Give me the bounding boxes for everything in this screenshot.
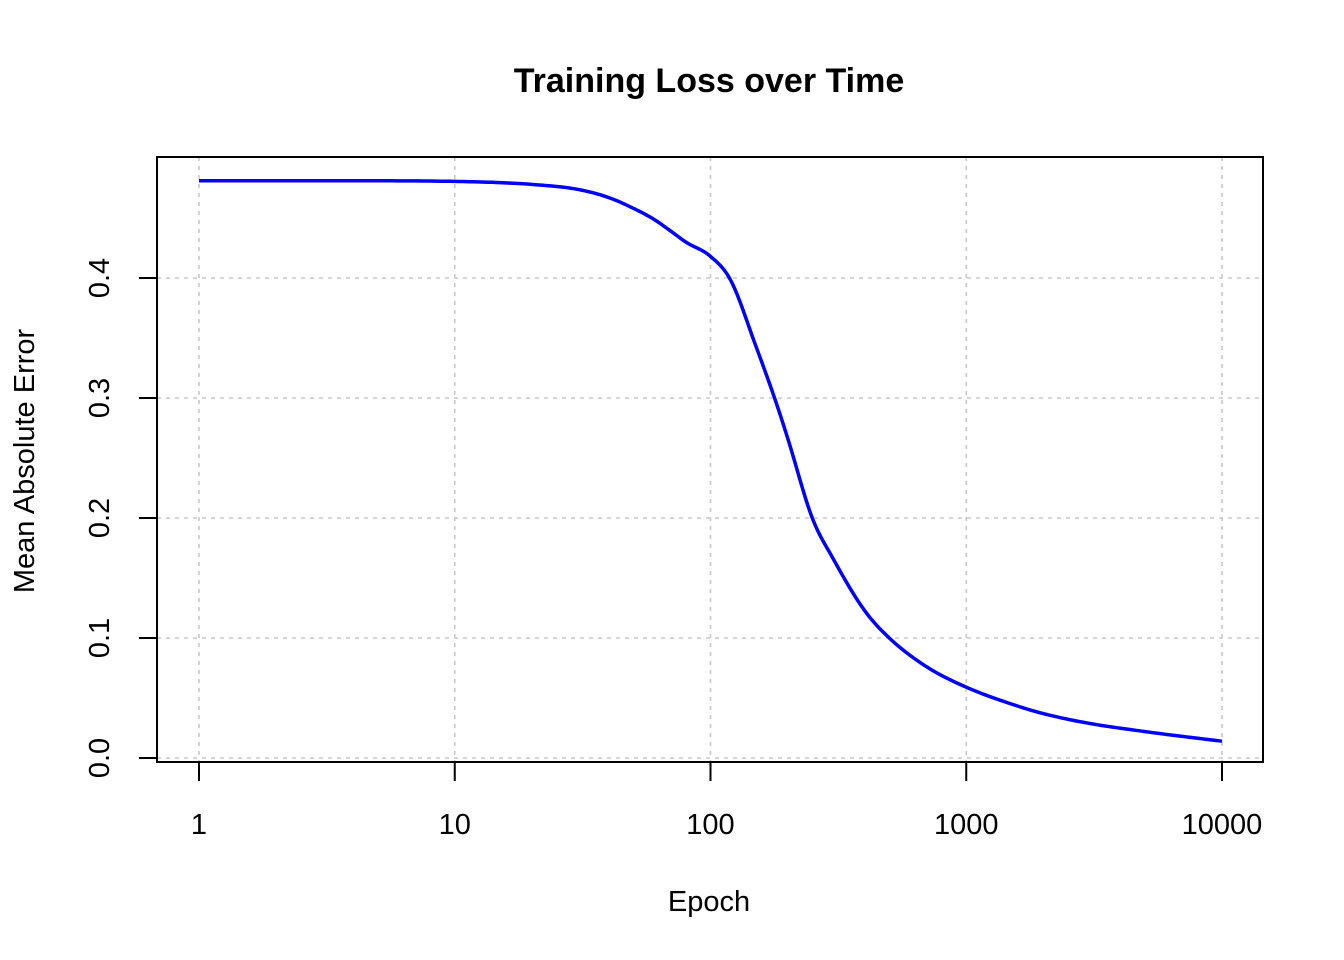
- series-layer: [199, 179, 1223, 743]
- y-tick-label: 0.1: [84, 618, 116, 658]
- loss-series-line: [199, 179, 1223, 743]
- x-tick-label: 1000: [934, 809, 999, 841]
- chart-title: Training Loss over Time: [514, 62, 905, 100]
- x-tick-label: 10000: [1182, 809, 1263, 841]
- y-axis-label: Mean Absolute Error: [9, 328, 41, 593]
- x-tick-label: 10: [439, 809, 471, 841]
- y-axis: 0.0 0.1 0.2 0.3 0.4: [84, 258, 158, 778]
- y-tick-label: 0.2: [84, 498, 116, 538]
- x-axis-label: Epoch: [668, 886, 750, 918]
- y-tick-label: 0.4: [84, 258, 116, 298]
- y-tick-label: 0.0: [84, 738, 116, 778]
- grid-layer: [157, 157, 1263, 762]
- y-tick-label: 0.3: [84, 378, 116, 418]
- x-tick-label: 1: [191, 809, 207, 841]
- x-tick-label: 100: [686, 809, 734, 841]
- x-axis: 1 10 100 1000 10000: [191, 761, 1263, 841]
